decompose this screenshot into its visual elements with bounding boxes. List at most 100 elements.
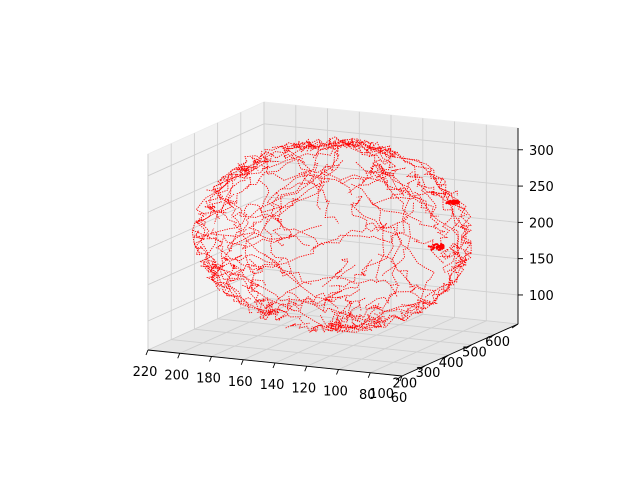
data-trace [212, 272, 249, 305]
x-tick-mark [209, 356, 212, 362]
data-trace [350, 203, 435, 306]
y-axis-line [401, 323, 519, 377]
data-trace [244, 223, 260, 287]
data-trace [204, 258, 254, 290]
y-tick-mark [511, 323, 519, 329]
data-point [456, 201, 459, 205]
gridline-z [147, 123, 519, 177]
x-tick-label: 180 [196, 372, 221, 387]
y-tick-mark [418, 365, 426, 370]
data-trace [217, 281, 252, 302]
data-trace [206, 175, 232, 193]
data-trace [225, 151, 270, 235]
data-trace [253, 139, 318, 163]
data-trace [441, 202, 472, 292]
data-trace [283, 138, 329, 150]
data-trace [267, 164, 341, 202]
data-trace [277, 289, 360, 312]
data-trace [369, 198, 385, 283]
z-tick-label: 150 [529, 253, 554, 268]
data-trace [196, 196, 238, 223]
data-trace [259, 153, 305, 164]
data-trace [222, 256, 242, 281]
data-trace [417, 183, 472, 273]
data-trace [237, 167, 251, 177]
data-trace [324, 234, 394, 244]
data-trace [329, 259, 373, 288]
y-tick-mark [395, 375, 403, 381]
data-trace [286, 283, 360, 307]
data-trace [215, 229, 247, 274]
data-trace [432, 191, 472, 267]
data-trace [355, 161, 407, 194]
data-trace [348, 141, 447, 196]
y-tick-label: 500 [462, 345, 487, 360]
z-tick-label: 100 [529, 289, 554, 304]
data-trace [321, 258, 350, 288]
data-trace [373, 164, 408, 214]
data-trace [370, 167, 388, 180]
data-trace [233, 165, 259, 171]
axes [145, 128, 523, 382]
data-point [439, 245, 443, 248]
data-trace [379, 283, 400, 314]
data-trace [370, 273, 461, 321]
gridline-y [170, 143, 426, 367]
data-trace [390, 189, 458, 201]
data-trace [310, 216, 409, 252]
data-trace [297, 158, 427, 214]
data-trace [330, 300, 360, 334]
x-tick-label: 140 [260, 378, 285, 393]
data-trace [309, 141, 384, 164]
data-trace [395, 298, 428, 315]
data-trace [365, 285, 424, 310]
data-trace [285, 323, 319, 333]
y-tick-label: 100 [369, 387, 394, 402]
data-trace [274, 264, 356, 305]
data-points [191, 136, 472, 334]
data-trace [226, 193, 319, 245]
data-point [432, 244, 435, 247]
data-point [452, 199, 455, 202]
z-tick-label: 300 [529, 144, 554, 159]
x-tick-label: 120 [291, 381, 316, 396]
data-trace [225, 282, 275, 315]
data-trace [434, 177, 472, 266]
y-tick-label: 400 [439, 356, 464, 371]
x-tick-mark [177, 353, 181, 359]
data-trace [404, 158, 439, 186]
data-trace [372, 156, 419, 206]
data-point [435, 243, 439, 246]
data-trace [319, 313, 383, 329]
data-trace [336, 277, 398, 298]
data-trace [192, 229, 219, 284]
data-trace [280, 140, 354, 207]
data-trace [196, 224, 322, 250]
data-trace [271, 191, 292, 239]
data-trace [409, 175, 449, 244]
gridline-y [263, 102, 519, 325]
data-trace [358, 161, 380, 186]
data-trace [298, 170, 325, 210]
data-point [454, 201, 457, 204]
gridline-z [147, 195, 519, 249]
data-trace [252, 242, 325, 271]
x-tick-mark [304, 366, 308, 372]
data-trace [283, 141, 353, 195]
data-point [427, 245, 430, 248]
data-trace [334, 139, 403, 159]
data-trace [237, 166, 252, 189]
x-tick-mark [367, 372, 371, 378]
data-trace [259, 160, 344, 235]
data-point [430, 248, 433, 251]
data-trace [261, 302, 310, 325]
data-trace [375, 167, 406, 177]
data-trace [281, 149, 340, 190]
data-trace [191, 165, 247, 254]
data-trace [291, 140, 335, 150]
data-trace [256, 303, 289, 322]
data-trace [449, 254, 468, 283]
tick-labels: 220 200 180 160 140 120 100 80 60100200300400500… [133, 144, 554, 406]
data-trace [341, 276, 451, 333]
